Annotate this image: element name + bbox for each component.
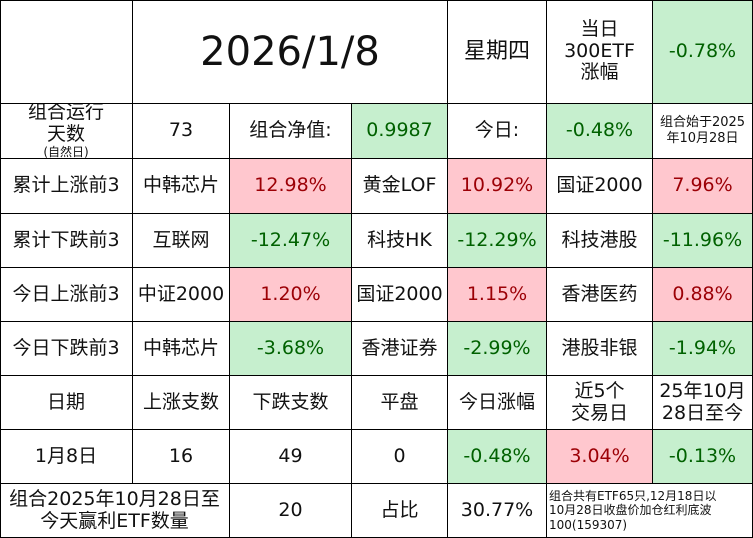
etf-change-label: 当日 300ETF 涨幅	[547, 0, 653, 104]
ranking-fund-name: 中韩芯片	[133, 159, 230, 214]
stats-value-cell: 16	[133, 430, 230, 484]
stats-value-cell: 0	[352, 430, 448, 484]
stats-header-cell: 下跌支数	[230, 376, 352, 430]
run-days-value: 73	[133, 104, 230, 159]
stats-header-cell: 上涨支数	[133, 376, 230, 430]
stats-header-cell: 近5个 交易日	[547, 376, 653, 430]
ranking-fund-change: -11.96%	[653, 214, 753, 268]
ranking-fund-change: -12.29%	[448, 214, 547, 268]
ranking-fund-name: 国证2000	[547, 159, 653, 214]
ranking-label: 累计上涨前3	[0, 159, 133, 214]
stats-header-cell: 今日涨幅	[448, 376, 547, 430]
stats-header-cell: 日期	[0, 376, 133, 430]
ranking-fund-change: 7.96%	[653, 159, 753, 214]
stats-header-cell: 平盘	[352, 376, 448, 430]
run-days-label: 组合运行 天数 (自然日)	[0, 104, 133, 159]
ranking-fund-name: 港股非银	[547, 322, 653, 376]
stats-value-cell: 1月8日	[0, 430, 133, 484]
ranking-fund-change: 1.20%	[230, 268, 352, 322]
ranking-fund-change: 0.88%	[653, 268, 753, 322]
today-value: -0.48%	[547, 104, 653, 159]
run-days-label-main: 组合运行 天数	[27, 104, 104, 146]
ranking-fund-change: -3.68%	[230, 322, 352, 376]
start-date-note: 组合始于2025 年10月28日	[653, 104, 753, 159]
profit-count-value: 20	[230, 484, 352, 538]
ranking-fund-name: 互联网	[133, 214, 230, 268]
stats-value-cell: -0.48%	[448, 430, 547, 484]
ranking-fund-name: 中证2000	[133, 268, 230, 322]
blank-corner-cell	[0, 0, 133, 104]
ranking-fund-name: 香港医药	[547, 268, 653, 322]
ranking-fund-change: 1.15%	[448, 268, 547, 322]
etf-change-value: -0.78%	[653, 0, 753, 104]
ranking-fund-change: 10.92%	[448, 159, 547, 214]
stats-header-cell: 25年10月 28日至今	[653, 376, 753, 430]
stats-value-cell: 3.04%	[547, 430, 653, 484]
ranking-fund-name: 香港证券	[352, 322, 448, 376]
nav-label: 组合净值:	[230, 104, 352, 159]
report-weekday: 星期四	[448, 0, 547, 104]
stats-value-cell: -0.13%	[653, 430, 753, 484]
today-label: 今日:	[448, 104, 547, 159]
ranking-fund-change: 12.98%	[230, 159, 352, 214]
ranking-label: 今日上涨前3	[0, 268, 133, 322]
ranking-label: 累计下跌前3	[0, 214, 133, 268]
nav-value: 0.9987	[352, 104, 448, 159]
ranking-fund-change: -2.99%	[448, 322, 547, 376]
run-days-label-note: (自然日)	[43, 144, 89, 159]
portfolio-note: 组合共有ETF65只,12月18日以 10月28日收盘价加仓红利底波 100(1…	[547, 484, 753, 538]
ranking-fund-name: 国证2000	[352, 268, 448, 322]
ranking-fund-change: -1.94%	[653, 322, 753, 376]
report-date: 2026/1/8	[133, 0, 448, 104]
stats-value-cell: 49	[230, 430, 352, 484]
ranking-fund-name: 科技港股	[547, 214, 653, 268]
ranking-label: 今日下跌前3	[0, 322, 133, 376]
ranking-fund-change: -12.47%	[230, 214, 352, 268]
profit-count-label: 组合2025年10月28日至 今天赢利ETF数量	[0, 484, 230, 538]
ratio-value: 30.77%	[448, 484, 547, 538]
ratio-label: 占比	[352, 484, 448, 538]
ranking-fund-name: 科技HK	[352, 214, 448, 268]
ranking-fund-name: 中韩芯片	[133, 322, 230, 376]
ranking-fund-name: 黄金LOF	[352, 159, 448, 214]
